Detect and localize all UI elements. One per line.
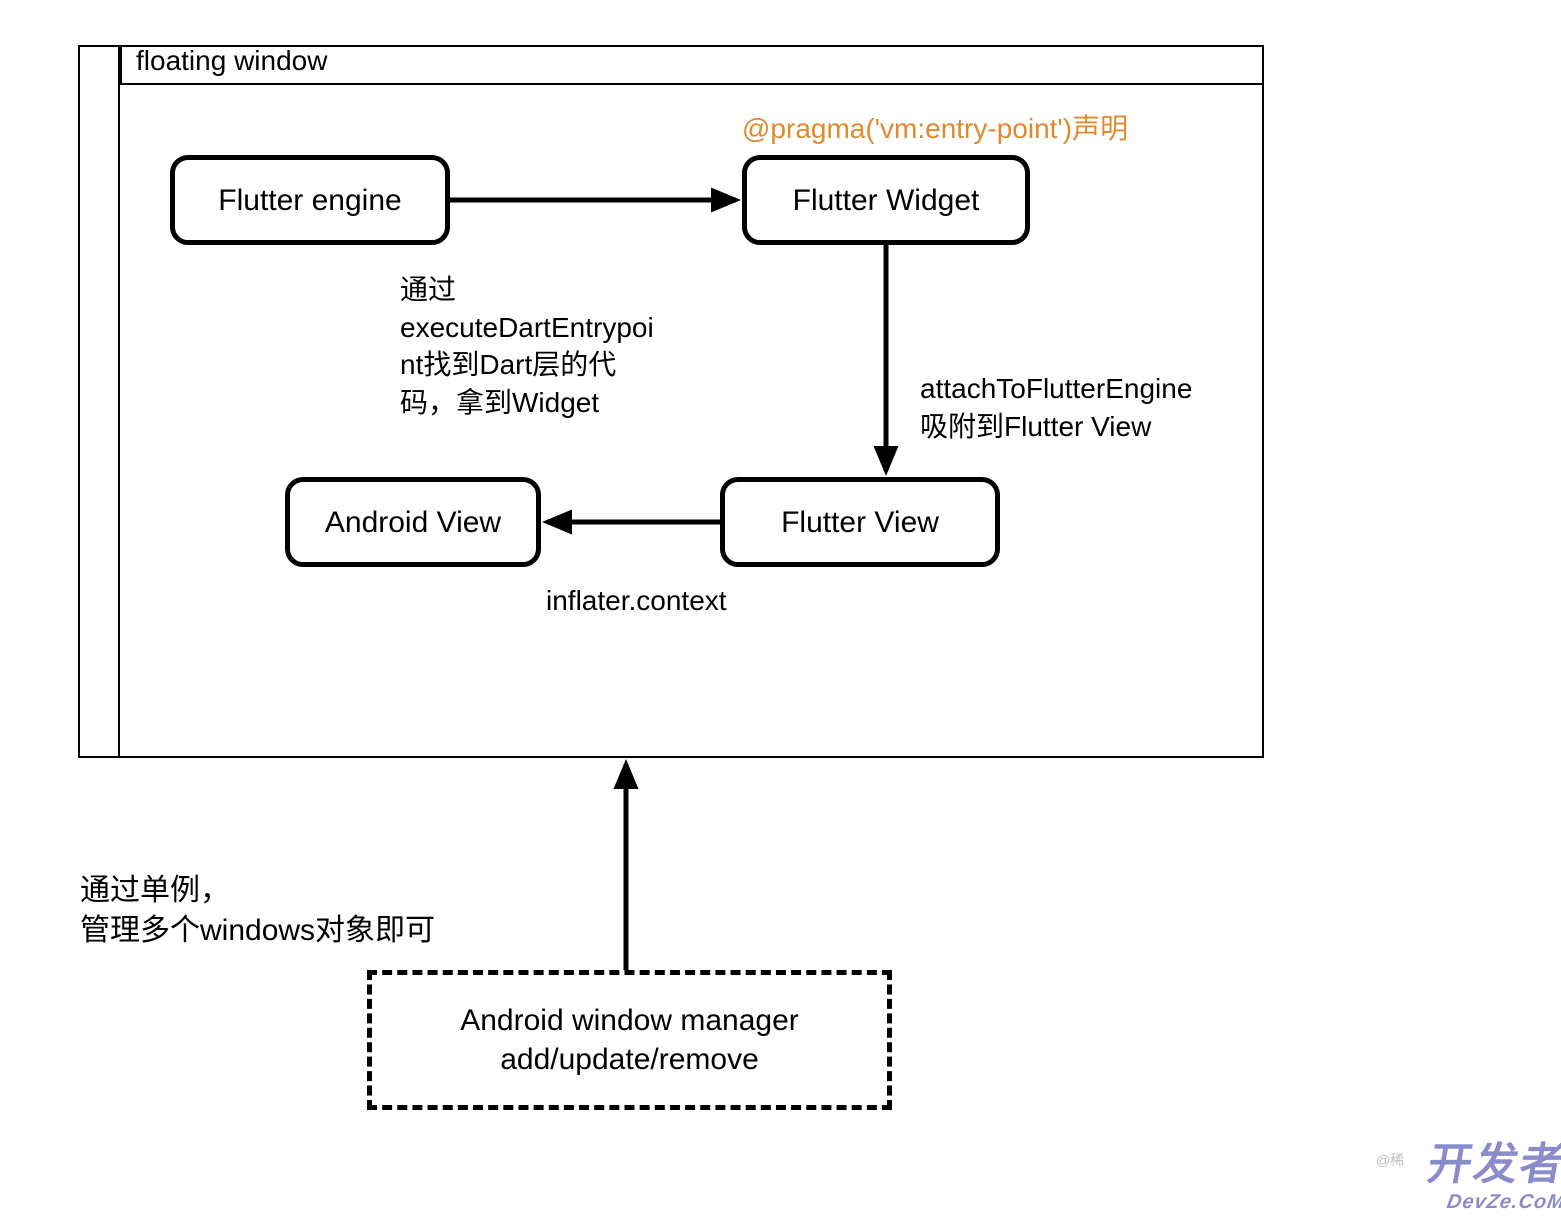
node-flutter-view: Flutter View xyxy=(720,477,1000,567)
node-flutter-widget-label: Flutter Widget xyxy=(793,181,980,220)
attach-annotation: attachToFlutterEngine 吸附到Flutter View xyxy=(920,332,1192,445)
attach-annotation-text: attachToFlutterEngine 吸附到Flutter View xyxy=(920,373,1192,442)
node-flutter-engine-label: Flutter engine xyxy=(218,181,401,220)
small-annot: @稀 xyxy=(1376,1150,1404,1170)
node-flutter-view-label: Flutter View xyxy=(781,503,939,542)
inflater-annotation-text: inflater.context xyxy=(546,585,727,616)
node-android-view-label: Android View xyxy=(325,503,501,542)
watermark: 开发者 xyxy=(1423,1128,1561,1192)
execute-annotation-text: 通过 executeDartEntrypoi nt找到Dart层的代 码，拿到W… xyxy=(400,274,654,418)
watermark-sub: DevZe.CoM xyxy=(1445,1191,1561,1214)
floating-window-title-text: floating window xyxy=(136,45,327,76)
node-flutter-engine: Flutter engine xyxy=(170,155,450,245)
node-window-manager: Android window manager add/update/remove xyxy=(367,970,892,1110)
pragma-annotation: @pragma('vm:entry-point')声明 xyxy=(742,110,1128,148)
execute-annotation: 通过 executeDartEntrypoi nt找到Dart层的代 码，拿到W… xyxy=(400,233,654,422)
singleton-annotation-text: 通过单例， 管理多个windows对象即可 xyxy=(80,874,435,948)
inflater-annotation: inflater.context xyxy=(546,582,727,620)
floating-window-left-strip xyxy=(78,45,120,758)
small-annot-text: @稀 xyxy=(1376,1152,1404,1168)
node-window-manager-label: Android window manager add/update/remove xyxy=(460,1001,799,1079)
node-flutter-widget: Flutter Widget xyxy=(742,155,1030,245)
pragma-annotation-text: @pragma('vm:entry-point')声明 xyxy=(742,113,1128,144)
watermark-text: 开发者 xyxy=(1424,1140,1561,1189)
watermark-sub-text: DevZe.CoM xyxy=(1445,1191,1561,1213)
node-android-view: Android View xyxy=(285,477,541,567)
singleton-annotation: 通过单例， 管理多个windows对象即可 xyxy=(80,830,435,952)
floating-window-title: floating window xyxy=(122,45,341,81)
